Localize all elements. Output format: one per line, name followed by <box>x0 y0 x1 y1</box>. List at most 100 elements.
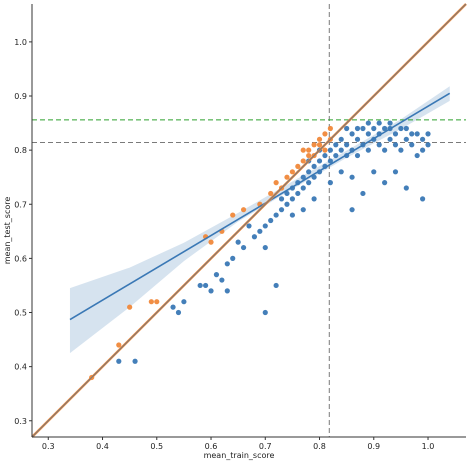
data-point-blue <box>360 125 366 132</box>
data-point-blue <box>322 152 328 159</box>
data-point-blue <box>327 158 333 164</box>
data-point-blue <box>170 304 176 310</box>
data-point-blue <box>338 147 344 153</box>
data-point-blue <box>387 120 393 126</box>
data-point-blue <box>414 131 420 137</box>
data-point-blue <box>338 136 344 142</box>
data-point-orange <box>311 142 317 148</box>
data-point-blue <box>414 152 420 159</box>
data-point-blue <box>208 288 214 294</box>
data-point-blue <box>354 136 361 142</box>
data-point-blue <box>224 261 230 267</box>
data-point-orange <box>306 147 312 153</box>
data-point-blue <box>213 272 220 278</box>
data-point-blue <box>300 207 306 213</box>
data-point-blue <box>278 196 285 202</box>
data-point-blue <box>289 196 295 202</box>
data-point-blue <box>181 299 187 305</box>
data-point-blue <box>403 136 409 142</box>
y-tick-label: 0.6 <box>14 254 27 263</box>
x-tick-label: 0.7 <box>259 442 272 451</box>
data-point-blue <box>316 158 323 164</box>
data-point-orange <box>148 299 154 305</box>
data-point-blue <box>403 185 409 191</box>
x-tick-label: 1.0 <box>422 442 435 451</box>
y-tick-label: 0.5 <box>14 309 27 318</box>
identity-line <box>31 3 467 438</box>
data-point-orange <box>230 212 236 218</box>
data-point-orange <box>284 174 290 180</box>
data-point-blue <box>392 142 399 148</box>
data-point-blue <box>224 288 230 294</box>
data-point-blue <box>349 207 355 213</box>
data-point-blue <box>365 120 371 126</box>
y-tick-label: 0.9 <box>14 92 27 101</box>
y-tick-label: 0.7 <box>14 200 27 209</box>
data-point-orange <box>116 342 122 348</box>
confidence-band-layer <box>69 86 450 354</box>
data-point-blue <box>278 207 285 213</box>
data-point-blue <box>273 212 279 218</box>
y-tick-label: 0.4 <box>14 363 27 372</box>
data-point-orange <box>300 158 306 164</box>
data-point-orange <box>273 180 279 186</box>
x-tick-label: 0.4 <box>96 442 109 451</box>
y-tick-label: 1.0 <box>14 38 27 47</box>
data-point-orange <box>268 190 274 197</box>
data-point-blue <box>262 309 268 316</box>
x-tick-label: 0.3 <box>42 442 55 451</box>
data-point-blue <box>349 174 355 180</box>
data-point-blue <box>262 244 268 251</box>
data-point-blue <box>300 185 306 191</box>
y-axis-label: mean_test_score <box>3 197 12 265</box>
data-point-blue <box>360 190 366 197</box>
data-point-blue <box>251 234 258 240</box>
reference-lines-layer <box>32 4 466 437</box>
data-point-blue <box>425 131 431 137</box>
data-point-blue <box>311 174 317 180</box>
data-point-blue <box>240 244 247 251</box>
data-point-orange <box>295 163 301 169</box>
y-tick-label: 0.3 <box>14 417 27 426</box>
data-point-blue <box>344 125 350 132</box>
regression-confidence-band <box>69 86 450 354</box>
data-point-orange <box>240 207 247 213</box>
data-point-orange <box>300 147 306 153</box>
data-point-blue <box>235 239 241 245</box>
data-point-blue <box>116 358 122 364</box>
data-point-blue <box>354 152 361 159</box>
data-point-blue <box>132 358 138 364</box>
data-point-blue <box>392 131 399 137</box>
data-point-blue <box>365 131 371 137</box>
data-point-orange <box>316 136 323 142</box>
data-point-blue <box>219 277 225 283</box>
data-point-orange <box>322 147 328 153</box>
data-point-blue <box>403 125 409 132</box>
x-axis-label: mean_train_score <box>204 451 275 460</box>
data-point-orange <box>316 142 323 148</box>
data-point-blue <box>398 147 404 153</box>
data-point-blue <box>382 147 388 153</box>
data-point-blue <box>398 125 404 132</box>
data-point-blue <box>349 131 355 137</box>
data-point-blue <box>203 282 209 289</box>
data-point-blue <box>409 131 415 137</box>
data-point-blue <box>246 223 252 229</box>
data-point-blue <box>365 147 371 153</box>
data-point-blue <box>371 125 377 132</box>
data-point-blue <box>371 169 377 175</box>
y-tick-label: 0.8 <box>14 146 27 155</box>
data-point-blue <box>306 180 312 186</box>
data-point-blue <box>354 125 361 132</box>
regression-line-blue <box>69 92 451 321</box>
data-point-blue <box>420 196 426 202</box>
data-point-blue <box>230 255 236 261</box>
data-point-blue <box>409 142 415 148</box>
data-point-blue <box>273 282 279 289</box>
data-point-blue <box>311 163 317 169</box>
data-point-blue <box>338 169 344 175</box>
x-tick-label: 0.5 <box>150 442 163 451</box>
data-point-blue <box>420 147 426 153</box>
data-point-blue <box>382 180 388 186</box>
